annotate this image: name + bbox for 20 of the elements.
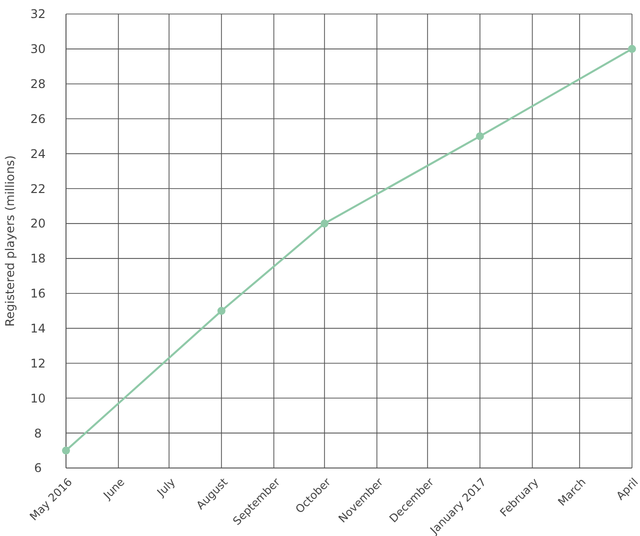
- y-tick-label: 10: [30, 391, 46, 406]
- y-tick-label: 28: [30, 77, 46, 92]
- y-tick-label: 18: [30, 252, 46, 266]
- y-tick-label: 14: [30, 322, 46, 336]
- y-axis-title: Registered players (millions): [3, 155, 17, 327]
- y-tick-label: 26: [30, 112, 46, 126]
- y-tick-label: 22: [30, 182, 46, 196]
- y-tick-label: 8: [34, 426, 42, 440]
- y-tick-label: 16: [30, 286, 46, 301]
- y-tick-label: 30: [30, 42, 46, 56]
- point: [628, 44, 636, 53]
- point: [217, 306, 226, 315]
- point: [476, 132, 484, 140]
- y-tick-label: 32: [30, 7, 46, 22]
- y-tick-label: 6: [34, 461, 42, 476]
- y-tick-label: 24: [30, 146, 46, 161]
- point: [62, 446, 70, 455]
- y-tick-label: 12: [30, 356, 46, 370]
- point: [320, 220, 328, 228]
- y-tick-label: 20: [30, 216, 46, 231]
